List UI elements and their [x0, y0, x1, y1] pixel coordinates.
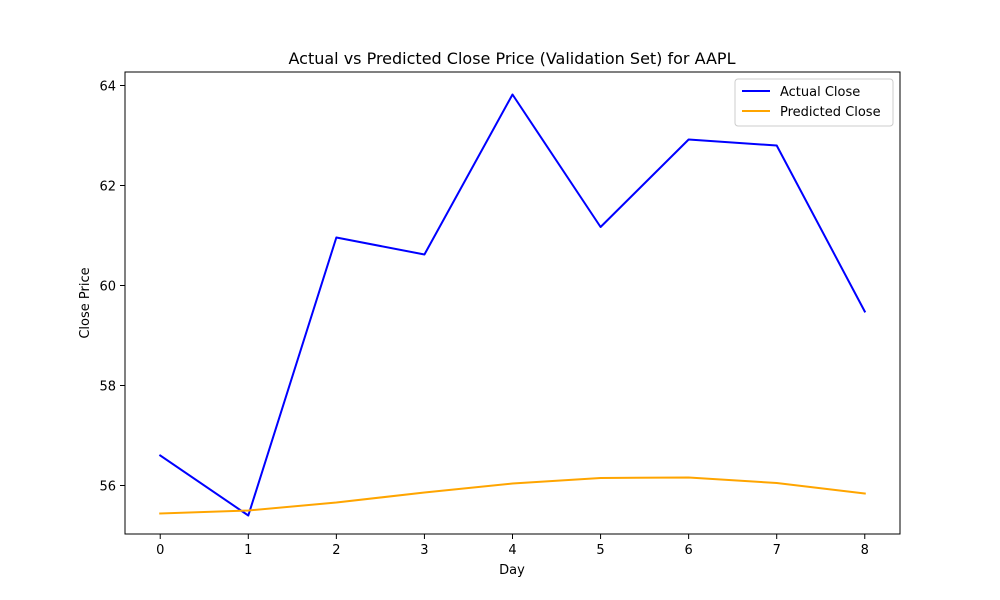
- series-line-1: [158, 93, 867, 517]
- x-tick-label: 5: [596, 543, 604, 558]
- y-tick-label: 64: [99, 80, 116, 95]
- y-tick-label: 56: [99, 480, 116, 495]
- legend-label: Actual Close: [780, 85, 860, 100]
- x-axis-label: Day: [499, 563, 525, 578]
- y-tick-label: 60: [99, 280, 116, 295]
- x-tick-label: 0: [156, 543, 164, 558]
- x-tick-label: 3: [420, 543, 428, 558]
- x-tick-label: 6: [684, 543, 692, 558]
- legend: Actual Close Predicted Close: [734, 78, 894, 127]
- x-tick-label: 2: [332, 543, 340, 558]
- x-tick-label: 7: [773, 543, 781, 558]
- legend-box: [734, 78, 894, 127]
- plot-frame: [124, 71, 901, 535]
- legend-label: Predicted Close: [780, 105, 881, 120]
- chart-title: Actual vs Predicted Close Price (Validat…: [288, 49, 735, 68]
- x-tick-label: 8: [861, 543, 869, 558]
- y-axis-label: Close Price: [78, 267, 93, 338]
- y-tick-label: 58: [99, 380, 116, 395]
- x-tick-label: 1: [244, 543, 252, 558]
- x-tick-label: 4: [508, 543, 516, 558]
- series-line-2: [159, 476, 866, 515]
- y-tick-label: 62: [99, 180, 116, 195]
